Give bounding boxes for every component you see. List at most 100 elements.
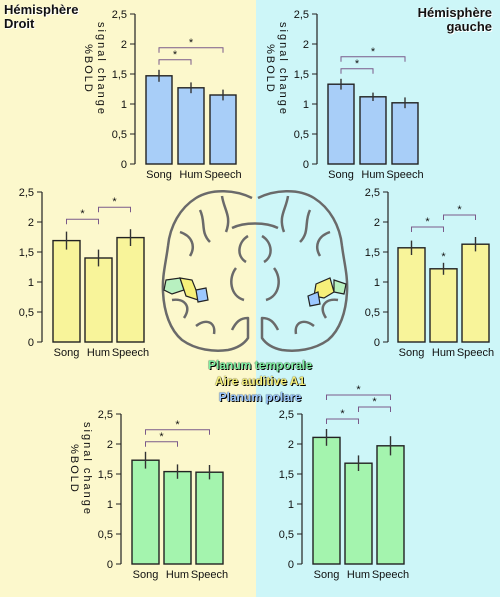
legend-planum-polare: Planum polare — [218, 390, 302, 404]
significance-bracket — [326, 394, 391, 400]
sulcus — [171, 298, 189, 319]
significance-star: * — [457, 204, 462, 216]
chart-right-hemi-a1: 0 0,5 1 1,5 2 2,5 Song Hum Speech * * — [19, 187, 149, 359]
category-label: Song — [54, 347, 80, 359]
significance-bracket — [340, 56, 406, 62]
significance-star: * — [356, 384, 361, 396]
y-axis-label: signal change — [95, 22, 107, 116]
bar-speech — [209, 94, 237, 165]
category-label: Hum — [432, 347, 455, 359]
significance-bracket — [158, 47, 224, 53]
y-tick-label: 2,5 — [19, 187, 34, 199]
hemisphere-label-line: Hémisphère — [4, 2, 79, 17]
bar-hum — [359, 96, 387, 165]
hemisphere-label-line: Droit — [4, 16, 35, 31]
significance-star: * — [173, 49, 178, 61]
y-tick-label: 0,5 — [294, 129, 309, 141]
bar-hum — [163, 470, 192, 565]
sulcus — [195, 320, 216, 335]
y-tick-label: 1 — [303, 99, 309, 111]
bar-hum — [84, 257, 113, 343]
sulcus — [294, 320, 315, 335]
category-label: Song — [328, 169, 354, 181]
bar-song — [327, 83, 355, 165]
category-label: Song — [133, 569, 159, 581]
bar-song — [312, 436, 341, 565]
category-label: Hum — [361, 169, 384, 181]
significance-bracket — [326, 418, 359, 424]
y-axis-label: %BOLD — [264, 44, 276, 94]
bar-song — [52, 239, 81, 343]
significance-star: * — [425, 216, 430, 228]
bar-speech — [195, 471, 224, 565]
y-axis-label: %BOLD — [68, 444, 80, 494]
sulcus — [198, 209, 211, 243]
y-tick-label: 1 — [107, 499, 113, 511]
y-tick-label: 2,5 — [365, 187, 380, 199]
significance-bracket — [158, 59, 192, 65]
category-label: Speech — [457, 347, 494, 359]
bar-song — [145, 75, 173, 165]
y-axis-label: signal change — [81, 422, 93, 516]
bar-song — [131, 459, 160, 565]
planum-temporale-region-left-hemi — [333, 279, 347, 295]
category-label: Hum — [166, 569, 189, 581]
sulcus — [316, 230, 331, 257]
chart-right-hemi-planum-polare: 0 0,5 1 1,5 2 2,5 Song Hum Speech * * %BOLD signal c… — [82, 9, 242, 181]
significance-star: * — [175, 419, 180, 431]
category-label: Speech — [191, 569, 228, 581]
brain-outline-right — [257, 190, 349, 352]
sulcus — [220, 195, 230, 233]
y-tick-label: 0 — [288, 559, 294, 571]
category-label: Speech — [386, 169, 423, 181]
y-tick-label: 0 — [107, 559, 113, 571]
y-tick-label: 1,5 — [19, 247, 34, 259]
significance-bracket — [340, 68, 374, 74]
bar-speech — [376, 445, 405, 565]
y-tick-label: 2 — [303, 39, 309, 51]
y-tick-label: 0 — [121, 159, 127, 171]
y-tick-label: 1 — [28, 277, 34, 289]
ventricle-left — [238, 234, 249, 264]
y-tick-label: 1,5 — [279, 469, 294, 481]
category-label: Speech — [204, 169, 241, 181]
y-tick-label: 0,5 — [98, 529, 113, 541]
bar-speech — [116, 236, 145, 343]
y-tick-label: 2,5 — [279, 409, 294, 421]
significance-bracket — [66, 218, 99, 225]
category-label: Song — [314, 569, 340, 581]
chart-left-hemi-planum-temporale: 0 0,5 1 1,5 2 2,5 Song Hum Speech * * * — [279, 384, 409, 581]
legend-aire-auditive: Aire auditive A1 — [214, 374, 306, 388]
y-tick-label: 0,5 — [365, 307, 380, 319]
y-tick-label: 1,5 — [294, 69, 309, 81]
corpus-callosum — [231, 222, 279, 230]
significance-bracket — [145, 441, 178, 447]
sulcus — [179, 230, 194, 257]
ventricle-right — [261, 234, 272, 264]
y-tick-label: 0 — [28, 337, 34, 349]
significance-bracket — [98, 206, 131, 213]
y-tick-label: 1,5 — [112, 69, 127, 81]
y-tick-label: 2 — [28, 217, 34, 229]
chart-left-hemi-planum-polare: 0 0,5 1 1,5 2 2,5 Song Hum Speech * * %BOLD signal c… — [264, 9, 424, 181]
y-tick-label: 1,5 — [98, 469, 113, 481]
significance-star: * — [355, 58, 360, 70]
hemisphere-label-droit: Hémisphère Droit — [4, 3, 78, 31]
chart-right-hemi-planum-temporale: 0 0,5 1 1,5 2 2,5 Song Hum Speech * * %BOLD signal c… — [68, 409, 228, 581]
sulcus — [299, 209, 312, 243]
hemisphere-label-line: gauche — [446, 19, 492, 34]
y-tick-label: 0,5 — [279, 529, 294, 541]
category-label: Hum — [179, 169, 202, 181]
significance-bracket — [411, 226, 444, 232]
significance-bracket — [443, 214, 476, 220]
bar-speech — [461, 243, 490, 343]
hemisphere-label-gauche: Hémisphère gauche — [418, 6, 492, 34]
sulcus — [280, 195, 290, 233]
significance-star: * — [372, 396, 377, 408]
y-tick-label: 1 — [288, 499, 294, 511]
planum-polare-region-left-hemi — [307, 291, 321, 307]
significance-bracket — [145, 429, 210, 435]
bar-hum — [344, 462, 373, 565]
